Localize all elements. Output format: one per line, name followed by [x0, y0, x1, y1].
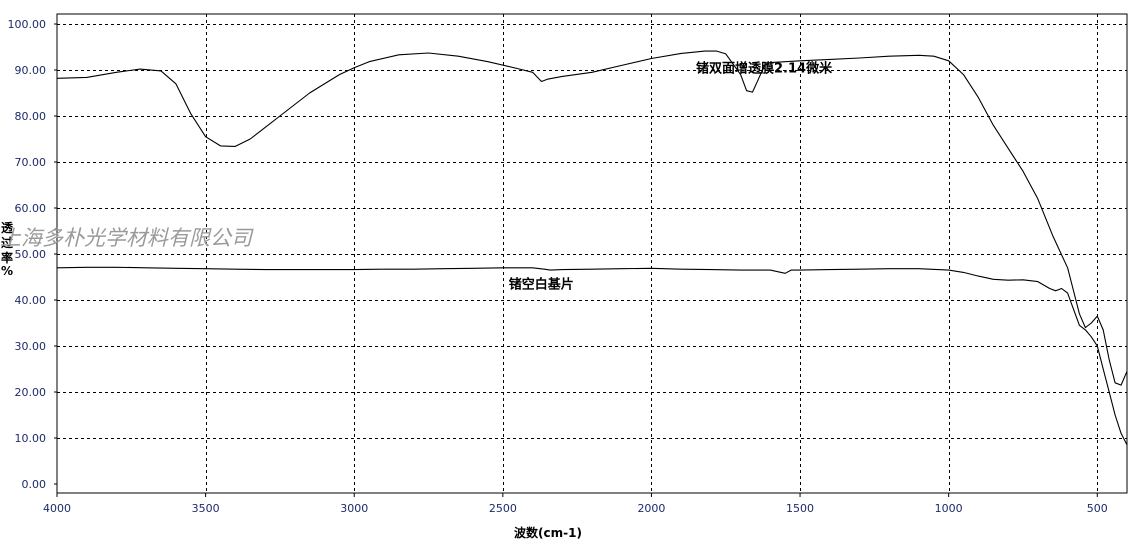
x-tick-label: 4000	[43, 502, 71, 515]
x-tick-label: 3000	[340, 502, 368, 515]
series-line-blank	[56, 266, 1128, 446]
x-tick-label: 500	[1087, 502, 1108, 515]
y-tick-label: 50.00	[15, 248, 47, 261]
y-tick-label: 20.00	[15, 386, 47, 399]
y-axis-ticks: 0.00 10.00 20.00 30.00 40.00 50.00 60.00 70.00 8…	[8, 18, 57, 491]
series-lines	[56, 50, 1128, 446]
x-tick-label: 1000	[935, 502, 963, 515]
x-tick-label: 2500	[489, 502, 517, 515]
y-tick-label: 100.00	[8, 18, 47, 31]
y-tick-label: 90.00	[15, 64, 47, 77]
x-axis-label: 波数(cm-1)	[514, 525, 582, 540]
y-tick-label: 80.00	[15, 110, 47, 123]
x-axis-ticks: 4000 3500 3000 2500 2000 1500 1000 500	[43, 493, 1108, 515]
x-tick-label: 2000	[637, 502, 665, 515]
y-axis-label-char: 率	[1, 251, 14, 265]
grid-lines	[57, 14, 1127, 493]
x-tick-label: 1500	[786, 502, 814, 515]
y-axis-label-char: 过	[1, 236, 14, 250]
series-line-coated	[56, 50, 1128, 386]
y-axis-label-char: 透	[1, 221, 14, 235]
series-annotation: 锗双面增透膜2.14微米	[696, 60, 833, 76]
y-tick-label: 30.00	[15, 340, 47, 353]
y-tick-label: 0.00	[22, 478, 47, 491]
plot-frame	[56, 13, 1128, 494]
y-tick-label: 70.00	[15, 156, 47, 169]
company-watermark: 上海多朴光学材料有限公司	[0, 226, 252, 250]
y-axis-label-char: %	[1, 264, 14, 278]
x-tick-label: 3500	[192, 502, 220, 515]
y-tick-label: 60.00	[15, 202, 47, 215]
y-tick-label: 40.00	[15, 294, 47, 307]
y-tick-label: 10.00	[15, 432, 47, 445]
series-annotation: 锗空白基片	[509, 277, 574, 293]
